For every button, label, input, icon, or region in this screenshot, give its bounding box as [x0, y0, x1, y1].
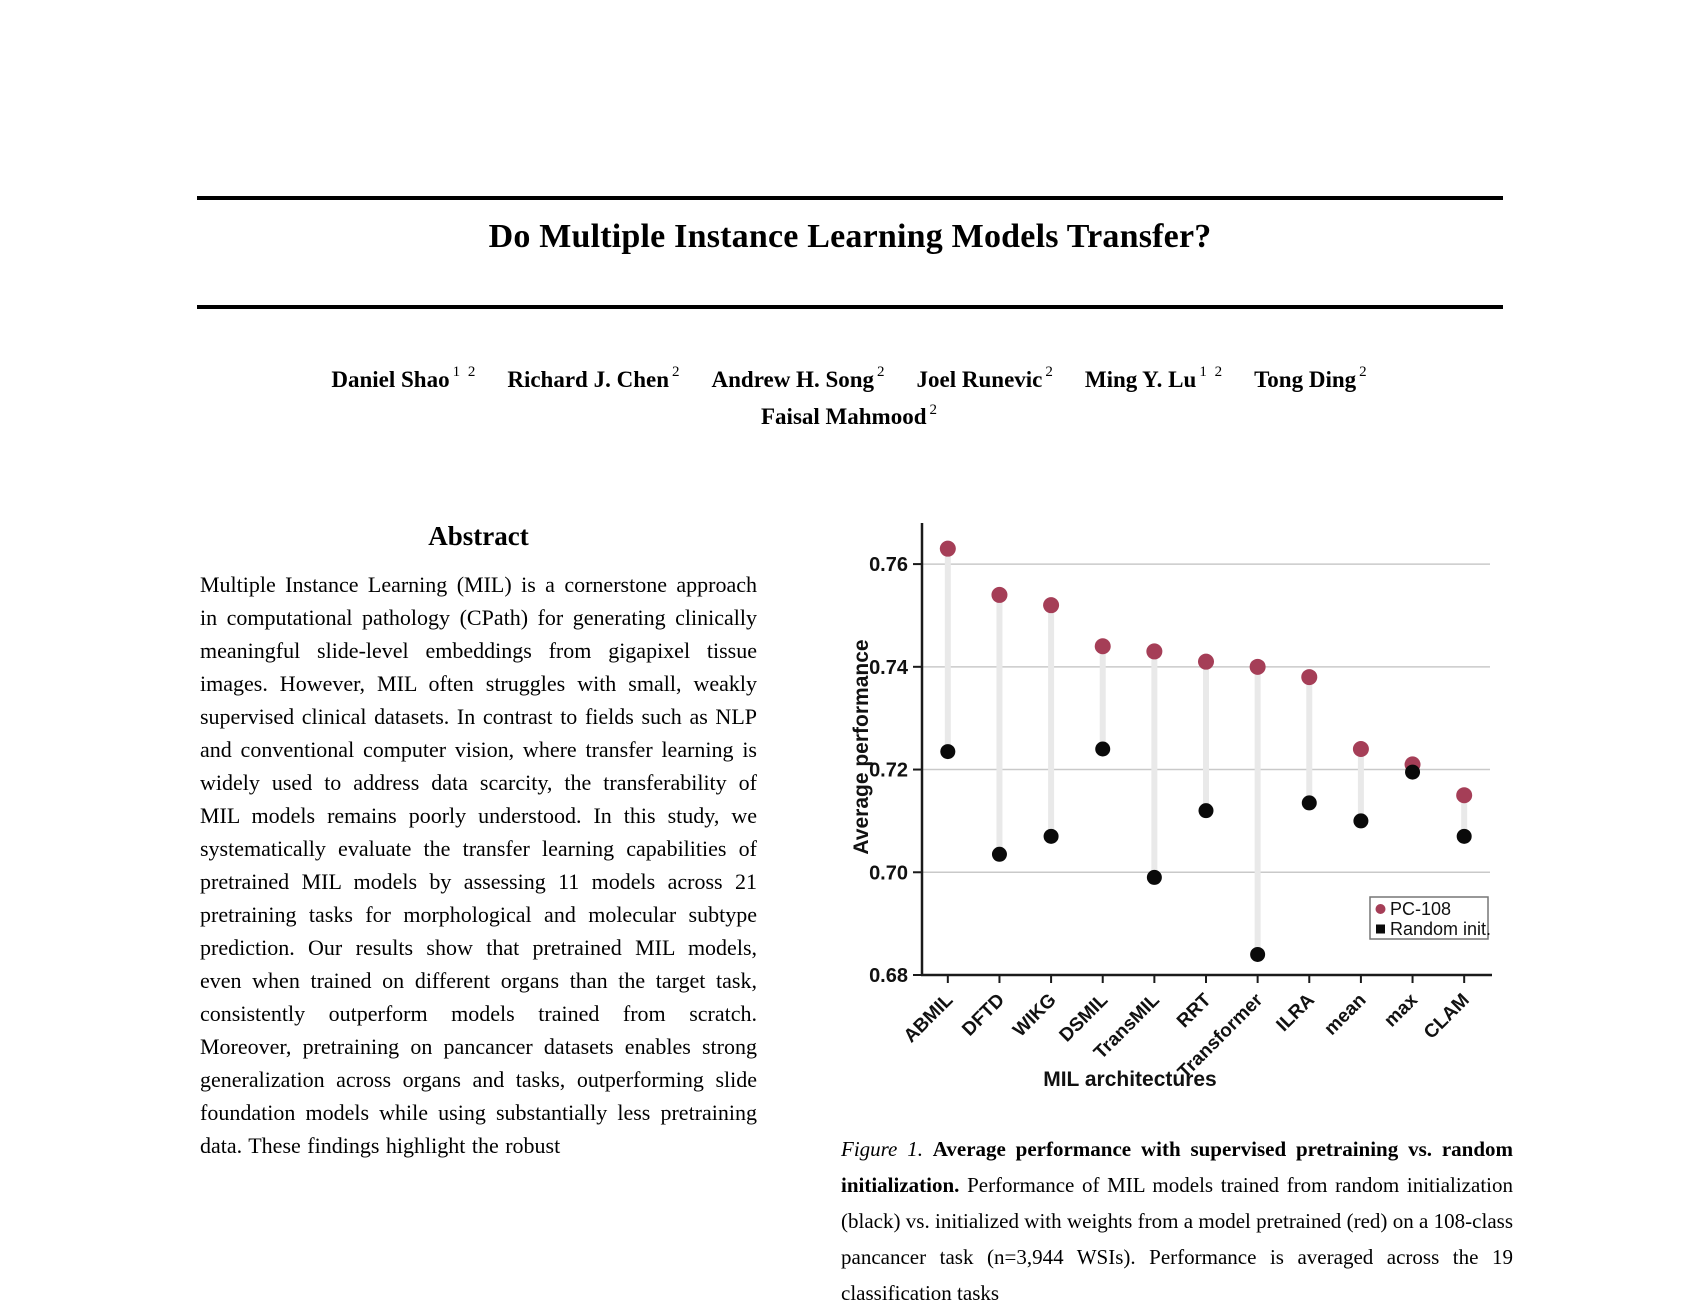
author-name: Joel Runevic 2	[916, 364, 1055, 392]
abstract-heading: Abstract	[428, 521, 529, 551]
author-superscript: 1 2	[452, 364, 478, 380]
legend-label: Random init.	[1390, 919, 1491, 939]
pc108-dot	[939, 540, 956, 557]
x-tick-label: WIKG	[1009, 990, 1060, 1041]
figure-1-chart: 0.68 0.70 0.72 0.74 0.76 ABMIL DFTD WIKG DSMIL Tr…	[782, 480, 1522, 1110]
x-axis-title: MIL architectures	[1043, 1068, 1217, 1091]
page-title: Do Multiple Instance Learning Models Tra…	[488, 218, 1212, 255]
author-name: Daniel Shao 1 2	[331, 364, 478, 392]
author-superscript: 2	[672, 364, 682, 380]
abstract-text: Multiple Instance Learning (MIL) is a co…	[200, 572, 757, 1158]
figure-caption: Figure 1. Average performance with super…	[841, 1131, 1513, 1311]
pc108-dot	[991, 586, 1008, 603]
header-rule	[197, 305, 1503, 309]
y-tick-label: 0.68	[869, 965, 908, 987]
pc108-dot	[1301, 669, 1318, 686]
random-init-dot	[1456, 828, 1472, 844]
random-init-dot	[1043, 828, 1059, 844]
random-init-dot	[1301, 795, 1317, 811]
caption-body-text: Performance of MIL models trained from r…	[841, 1173, 1513, 1305]
y-tick-label: 0.76	[869, 554, 908, 576]
caption-figure-label: Figure 1.	[841, 1137, 923, 1161]
random-init-dot	[1198, 803, 1214, 819]
author-name: Ming Y. Lu 1 2	[1084, 364, 1225, 392]
pc108-dot	[1198, 653, 1214, 670]
x-tick-label: ILRA	[1273, 989, 1319, 1035]
y-tick-label: 0.74	[869, 657, 909, 679]
author-name: Tong Ding 2	[1254, 364, 1369, 392]
author-superscript: 1 2	[1199, 364, 1225, 380]
top-rule	[197, 196, 1503, 200]
pc108-dot	[1352, 741, 1369, 757]
author-name: Faisal Mahmood 2	[761, 401, 939, 430]
y-axis-title: Average performance	[850, 639, 873, 854]
x-tick-label: CLAM	[1420, 990, 1474, 1044]
random-init-dot	[1405, 764, 1421, 780]
author-block: Daniel Shao 1 2 Richard J. Chen 2 Andrew H. …	[197, 358, 1503, 433]
paper-page: { "page": { "title": "Do Multiple Instan…	[197, 196, 1522, 1305]
legend-marker-square	[1376, 924, 1385, 934]
author-superscript: 2	[1045, 364, 1055, 380]
pc108-dot	[1043, 597, 1060, 614]
random-init-dot	[1095, 741, 1111, 757]
pc108-dot	[1456, 787, 1473, 804]
legend-label: PC-108	[1390, 899, 1451, 919]
author-superscript: 2	[1359, 364, 1369, 380]
pc108-dot	[1249, 658, 1266, 675]
legend-box	[1369, 896, 1489, 940]
x-tick-label: ABMIL	[900, 989, 958, 1047]
pc108-dot	[1094, 638, 1111, 655]
author-superscript: 2	[929, 401, 939, 418]
random-init-dot	[1146, 869, 1162, 885]
random-init-dot	[1353, 813, 1369, 829]
authors-line-2: Faisal Mahmood 2	[197, 396, 1503, 434]
authors-line-1: Daniel Shao 1 2 Richard J. Chen 2 Andrew H. …	[197, 358, 1503, 396]
pc108-dot	[1146, 643, 1163, 660]
y-tick-label: 0.70	[869, 862, 908, 884]
x-tick-label: mean	[1320, 990, 1370, 1040]
random-init-dot	[940, 744, 956, 760]
x-tick-label: max	[1380, 989, 1422, 1031]
author-name: Andrew H. Song 2	[711, 364, 887, 392]
y-tick-label: 0.72	[869, 760, 908, 782]
x-tick-label: RRT	[1173, 989, 1216, 1032]
random-init-dot	[991, 846, 1007, 862]
x-tick-label: DFTD	[958, 990, 1009, 1041]
author-superscript: 2	[877, 364, 887, 380]
author-name: Richard J. Chen 2	[507, 364, 682, 392]
legend-marker-circle	[1375, 904, 1386, 914]
caption-bold-title: Average performance with supervised pret…	[841, 1137, 1513, 1197]
random-init-dot	[1250, 946, 1266, 962]
